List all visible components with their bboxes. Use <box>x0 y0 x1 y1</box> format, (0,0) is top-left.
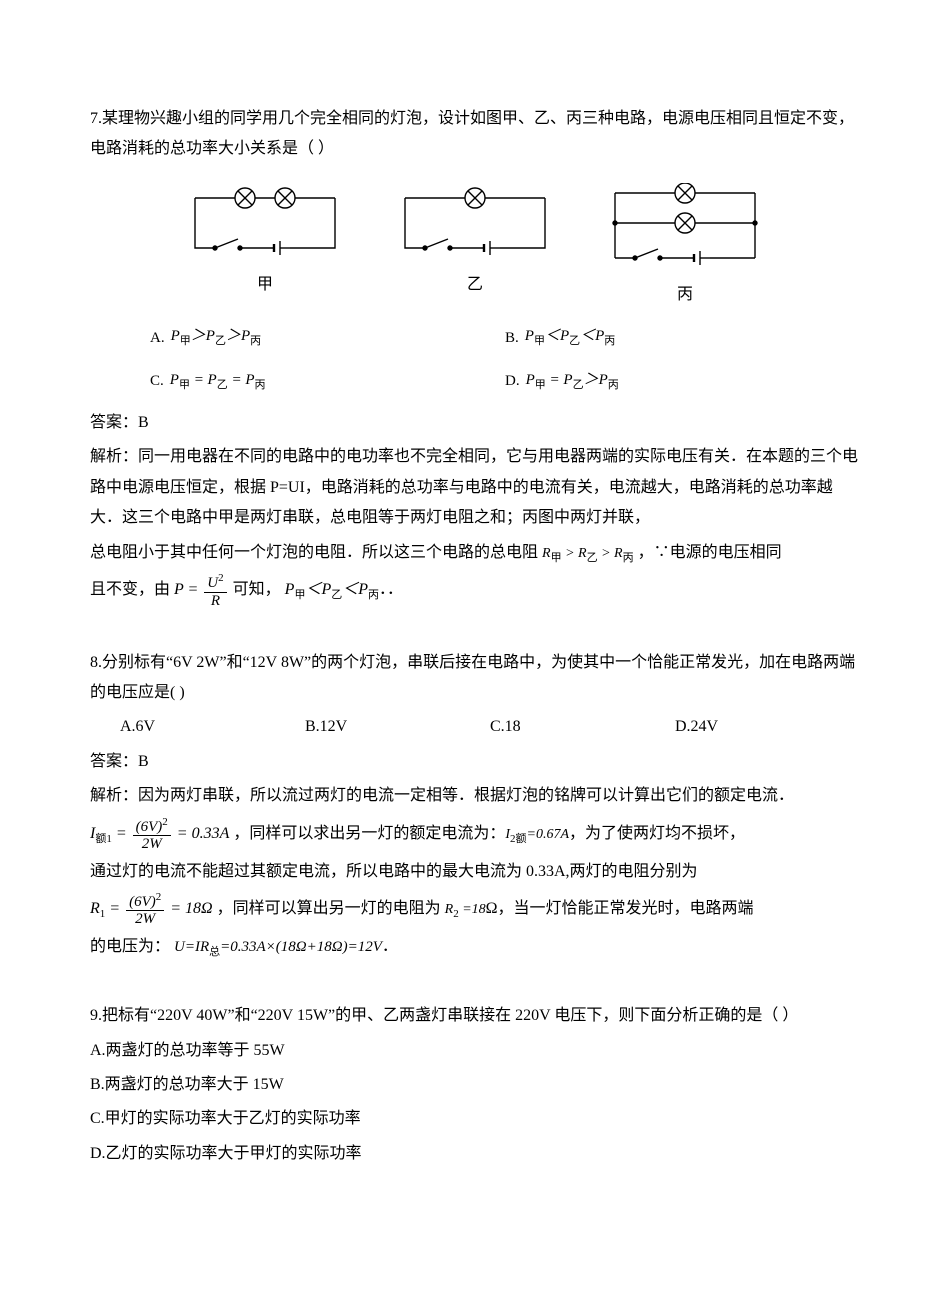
q7-explain-3: 且不变，由 P = U2R 可知， P甲＜P乙＜P丙．． <box>90 572 860 609</box>
q7-answer: 答案：B <box>90 408 860 438</box>
q8-explain-5: 的电压为： U=IR总=0.33A×(18Ω+18Ω)=12V． <box>90 932 860 963</box>
q7-opt-b: B.P甲＜P乙＜P丙 <box>505 322 860 352</box>
q7-explain-2: 总电阻小于其中任何一个灯泡的电阻．所以这三个电路的总电阻 R甲 > R乙 > R… <box>90 538 860 569</box>
q8-stem: 8.分别标有“6V 2W”和“12V 8W”的两个灯泡，串联后接在电路中，为使其… <box>90 648 860 709</box>
q9-opt-c: C.甲灯的实际功率大于乙灯的实际功率 <box>90 1104 860 1134</box>
q8-answer: 答案：B <box>90 747 860 777</box>
label-jia: 甲 <box>257 270 273 300</box>
q9-stem: 9.把标有“220V 40W”和“220V 15W”的甲、乙两盏灯串联接在 22… <box>90 1001 860 1031</box>
q8-options: A.6V B.12V C.18 D.24V <box>120 712 860 742</box>
q8-explain-2: I额1 = (6V)22W = 0.33A ，同样可以求出另一灯的额定电流为：I… <box>90 816 860 853</box>
circuit-bing: 丙 <box>600 183 770 310</box>
circuit-jia: 甲 <box>180 183 350 310</box>
q7-opt-c: C.P甲 = P乙 = P丙 <box>150 366 505 396</box>
q8-explain-4: R1 = (6V)22W = 18Ω ，同样可以算出另一灯的电阻为 R2 =18… <box>90 891 860 928</box>
label-yi: 乙 <box>467 270 483 300</box>
q7-diagrams: 甲 乙 <box>90 183 860 310</box>
circuit-yi: 乙 <box>390 183 560 310</box>
q8-explain-3: 通过灯的电流不能超过其额定电流，所以电路中的最大电流为 0.33A,两灯的电阻分… <box>90 857 860 887</box>
q7-opt-d: D.P甲 = P乙＞P丙 <box>505 366 860 396</box>
q7-options: A.P甲＞P乙＞P丙 B.P甲＜P乙＜P丙 C.P甲 = P乙 = P丙 D.P… <box>150 322 860 396</box>
q9-opt-a: A.两盏灯的总功率等于 55W <box>90 1036 860 1066</box>
q8-opt-b: B.12V <box>305 712 490 742</box>
q8-opt-a: A.6V <box>120 712 305 742</box>
q8-explain-1: 解析：因为两灯串联，所以流过两灯的电流一定相等．根据灯泡的铭牌可以计算出它们的额… <box>90 781 860 811</box>
q7-explain-1: 解析：同一用电器在不同的电路中的电功率也不完全相同，它与用电器两端的实际电压有关… <box>90 442 860 533</box>
q9-opt-b: B.两盏灯的总功率大于 15W <box>90 1070 860 1100</box>
q9-opt-d: D.乙灯的实际功率大于甲灯的实际功率 <box>90 1139 860 1169</box>
q7-stem: 7.某理物兴趣小组的同学用几个完全相同的灯泡，设计如图甲、乙、丙三种电路，电源电… <box>90 104 860 165</box>
q8-opt-c: C.18 <box>490 712 675 742</box>
label-bing: 丙 <box>677 280 693 310</box>
q7-opt-a: A.P甲＞P乙＞P丙 <box>150 322 505 352</box>
q8-opt-d: D.24V <box>675 712 860 742</box>
